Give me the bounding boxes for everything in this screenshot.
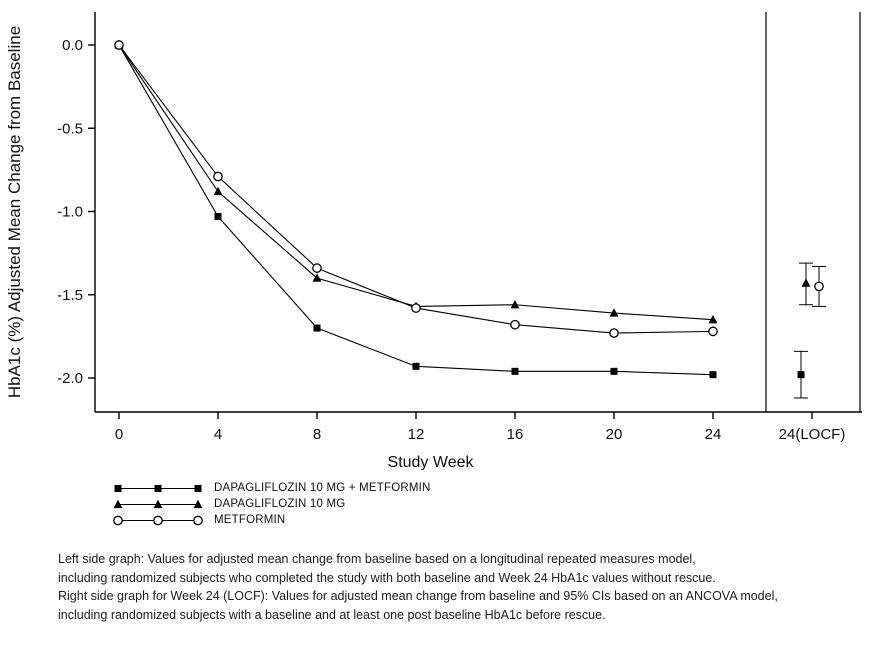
marker-filled-triangle [113,499,123,508]
legend-key-open-circle-icon [113,515,203,525]
x-tick-label: 8 [313,426,321,443]
marker-filled-triangle [708,314,718,324]
marker-filled-square [194,484,202,492]
marker-filled-square [797,371,805,379]
marker-open-circle [114,40,124,50]
x-tick-label: 24 [705,426,722,443]
marker-filled-triangle [510,299,520,309]
marker-open-circle [153,515,163,525]
legend-label: DAPAGLIFLOZIN 10 MG [214,498,346,510]
footnote-line: including randomized subjects with a bas… [58,607,606,622]
legend-label: METFORMIN [214,514,286,526]
y-axis-label: HbA1c (%) Adjusted Mean Change from Base… [5,26,24,398]
x-tick-label: 0 [115,426,123,443]
marker-open-circle [814,281,824,292]
marker-open-circle [411,303,421,313]
marker-filled-square [610,367,618,375]
marker-filled-triangle [193,499,203,508]
footnote-line: including randomized subjects who comple… [58,570,716,585]
footnote-line: Left side graph: Values for adjusted mea… [58,552,696,566]
marker-filled-triangle [312,273,322,282]
marker-filled-triangle [213,186,223,196]
x-tick-label: 20 [606,426,623,443]
marker-open-circle [213,171,223,182]
marker-open-circle [312,263,322,273]
x-tick-label: 12 [408,426,425,443]
y-tick-label: -1.5 [57,287,83,304]
y-tick-label: 0.0 [62,37,83,54]
x-axis-label: Study Week [388,454,475,470]
marker-filled-square [114,484,122,492]
series-line-1 [118,44,714,321]
x-tick-label: 16 [507,426,524,443]
marker-filled-triangle [153,499,163,508]
legend: DAPAGLIFLOZIN 10 MG + METFORMIN DAPAGLIF… [112,480,888,528]
marker-filled-square [511,367,519,375]
legend-key-filled-square-icon [114,484,202,492]
series-line-2 [118,44,714,334]
footnotes: Left side graph: Values for adjusted mea… [58,550,888,624]
marker-open-circle [510,319,520,330]
marker-open-circle [193,515,203,525]
x-tick-label: 4 [214,426,222,443]
marker-filled-square [154,484,162,492]
legend-key-filled-triangle-icon [113,499,203,508]
y-tick-label: -0.5 [57,120,83,137]
legend-item: METFORMIN [112,512,888,528]
y-tick-label: -1.0 [57,204,83,221]
legend-label: DAPAGLIFLOZIN 10 MG + METFORMIN [214,482,431,494]
marker-open-circle [609,328,619,338]
marker-filled-triangle [609,308,619,317]
footnote-line: Right side graph for Week 24 (LOCF): Val… [58,589,778,603]
legend-item: DAPAGLIFLOZIN 10 MG + METFORMIN [112,480,888,496]
marker-filled-square [313,324,321,332]
marker-filled-square [412,362,420,370]
series-line-0 [118,44,714,376]
x-tick-label: 24(LOCF) [779,426,846,443]
legend-item: DAPAGLIFLOZIN 10 MG [112,496,888,512]
marker-open-circle [113,515,123,525]
marker-filled-triangle [801,278,811,287]
chart: 0.0 -0.5 -1.0 -1.5 -2.0 0 4 8 12 16 20 24 24(LOCF) St… [5,12,862,470]
marker-open-circle [708,326,718,337]
marker-filled-square [709,371,717,379]
marker-filled-square [214,212,222,220]
y-tick-label: -2.0 [57,370,83,387]
